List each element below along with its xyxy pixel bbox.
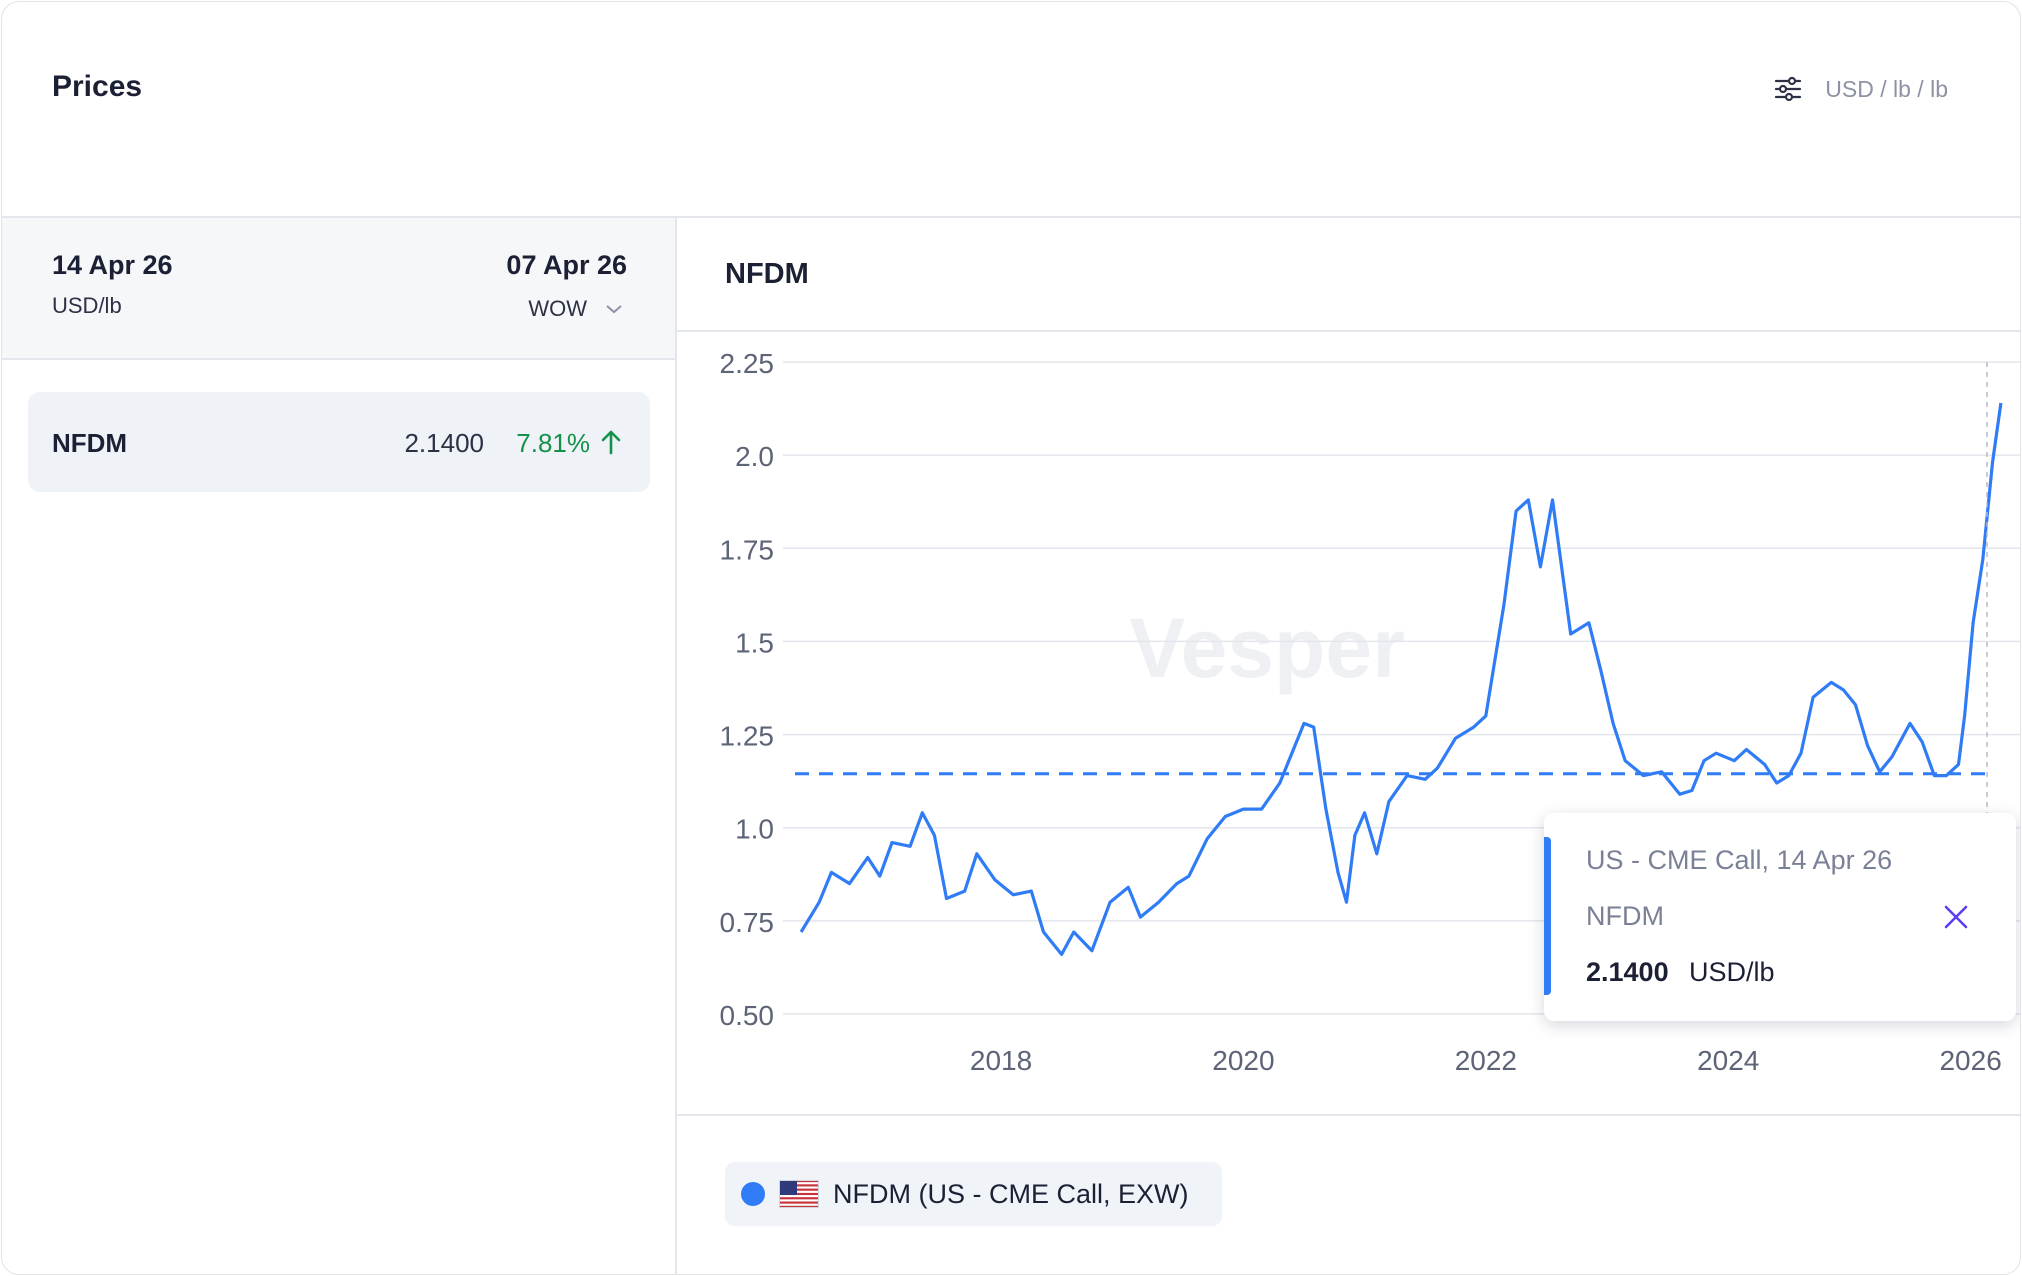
- tooltip-unit: USD/lb: [1689, 957, 1775, 987]
- unit-selector-label: USD / lb / lb: [1825, 75, 1948, 102]
- y-tick-label: 2.25: [720, 348, 775, 379]
- chart-panel: NFDM Vesper 0.50 0.75 1.0 1.25 1.5 1.75 2.0 2.2…: [677, 218, 2020, 1274]
- tooltip-value: 2.1400: [1586, 957, 1669, 987]
- unit-selector[interactable]: USD / lb / lb: [1773, 74, 1948, 104]
- vesper-watermark: Vesper: [1129, 601, 1405, 695]
- price-row-nfdm[interactable]: NFDM 2.1400 7.81%: [28, 392, 650, 492]
- chevron-down-icon: [606, 305, 622, 314]
- price-list-header: 14 Apr 26 USD/lb 07 Apr 26 WOW: [2, 218, 675, 360]
- chart-tooltip: US - CME Call, 14 Apr 26 NFDM 2.1400 USD…: [1544, 813, 2016, 1021]
- page-title: Prices: [52, 70, 143, 103]
- row-change-percent: 7.81%: [516, 428, 590, 458]
- row-price-value: 2.1400: [404, 428, 484, 458]
- price-unit: USD/lb: [52, 293, 122, 318]
- card-header: Prices USD / lb / lb: [2, 2, 2020, 218]
- x-tick-label: 2020: [1212, 1045, 1274, 1076]
- x-tick-label: 2018: [970, 1045, 1032, 1076]
- x-tick-label: 2024: [1697, 1045, 1759, 1076]
- y-tick-label: 1.5: [735, 627, 774, 658]
- compare-date: 07 Apr 26: [506, 250, 627, 280]
- x-tick-label: 2026: [1939, 1045, 2001, 1076]
- price-line-chart[interactable]: Vesper 0.50 0.75 1.0 1.25 1.5 1.75 2.0 2.25 2018…: [677, 332, 2020, 1112]
- y-tick-label: 0.75: [720, 907, 775, 938]
- tooltip-title: US - CME Call, 14 Apr 26: [1586, 845, 1893, 875]
- y-tick-label: 0.50: [720, 1000, 775, 1031]
- x-tick-label: 2022: [1455, 1045, 1517, 1076]
- current-date: 14 Apr 26: [52, 250, 173, 280]
- y-tick-label: 1.25: [720, 721, 775, 752]
- chart-legend: NFDM (US - CME Call, EXW): [677, 1114, 2020, 1274]
- y-tick-label: 1.75: [720, 534, 775, 565]
- price-list-panel: 14 Apr 26 USD/lb 07 Apr 26 WOW NFDM 2.14…: [2, 218, 677, 1274]
- chart-header: NFDM: [677, 218, 2020, 332]
- tooltip-series-name: NFDM: [1586, 901, 1664, 931]
- legend-label: NFDM (US - CME Call, EXW): [833, 1178, 1189, 1209]
- compare-mode-dropdown[interactable]: WOW: [528, 296, 623, 322]
- chart-title: NFDM: [725, 258, 809, 290]
- close-icon[interactable]: [1940, 901, 1972, 933]
- sliders-icon: [1775, 76, 1802, 102]
- series-line-nfdm[interactable]: [799, 402, 2003, 956]
- compare-mode-label: WOW: [528, 296, 587, 321]
- y-tick-label: 2.0: [735, 441, 774, 472]
- tooltip-accent-bar: [1544, 837, 1551, 995]
- arrow-up-icon: [601, 430, 621, 455]
- series-color-dot: [741, 1182, 765, 1206]
- y-tick-label: 1.0: [735, 814, 774, 845]
- us-flag-icon: [779, 1180, 819, 1208]
- row-product-name: NFDM: [52, 428, 128, 458]
- legend-item-nfdm[interactable]: NFDM (US - CME Call, EXW): [725, 1162, 1223, 1226]
